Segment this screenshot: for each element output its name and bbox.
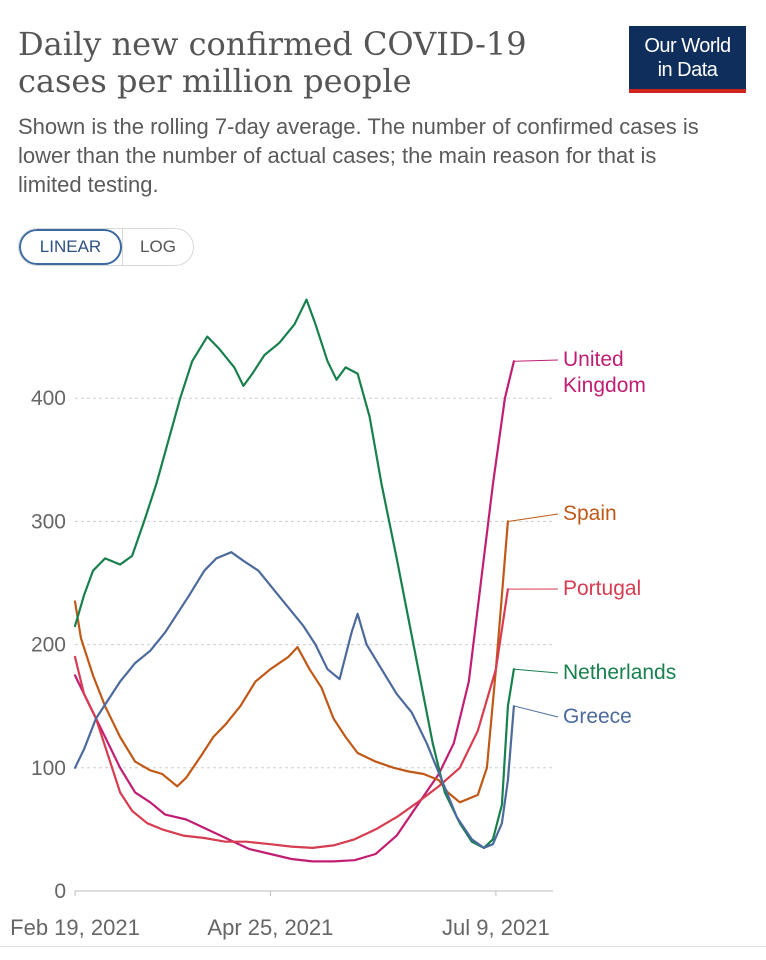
y-tick-label-0: 0 bbox=[54, 880, 66, 903]
series-line-united-kingdom bbox=[73, 360, 515, 863]
series-label-greece: Greece bbox=[563, 705, 632, 728]
label-connector-spain bbox=[508, 513, 559, 522]
series-line-portugal bbox=[73, 588, 509, 849]
line-chart: 0 100 200 300 400 Feb 19, 2021 Apr 25, 2021 Jul… bbox=[10, 298, 676, 940]
chart-subtitle: Shown is the rolling 7-day average. The … bbox=[18, 114, 699, 197]
series-line-spain bbox=[73, 520, 509, 804]
footer-divider bbox=[0, 946, 766, 947]
chart-title: Daily new confirmed COVID-19 cases per m… bbox=[18, 25, 527, 100]
series-label-spain: Spain bbox=[563, 502, 617, 525]
y-tick-label-100: 100 bbox=[31, 757, 66, 780]
y-tick-label-300: 300 bbox=[31, 510, 66, 533]
series-label-netherlands: Netherlands bbox=[563, 661, 676, 684]
label-connector-greece bbox=[514, 705, 559, 718]
y-tick-label-200: 200 bbox=[31, 634, 66, 657]
logo-line-2: in Data bbox=[657, 59, 718, 81]
linear-scale-button[interactable]: LINEAR bbox=[19, 229, 122, 265]
label-connector-united-kingdom bbox=[514, 359, 559, 362]
logo-line-1: Our World bbox=[644, 35, 731, 57]
series-label-portugal: Portugal bbox=[563, 577, 641, 600]
x-tick-label-0: Feb 19, 2021 bbox=[10, 915, 140, 940]
owid-logo[interactable]: Our World in Data bbox=[629, 26, 746, 93]
scale-toggle: LINEAR LOG bbox=[18, 228, 194, 266]
log-scale-button[interactable]: LOG bbox=[122, 229, 193, 265]
label-connector-netherlands bbox=[514, 668, 559, 674]
series-line-greece bbox=[73, 551, 515, 849]
y-tick-label-400: 400 bbox=[31, 387, 66, 410]
x-tick-label-1: Apr 25, 2021 bbox=[207, 915, 333, 940]
x-tick-label-2: Jul 9, 2021 bbox=[442, 915, 550, 940]
series-label-united-kingdom: United Kingdom bbox=[563, 348, 646, 397]
